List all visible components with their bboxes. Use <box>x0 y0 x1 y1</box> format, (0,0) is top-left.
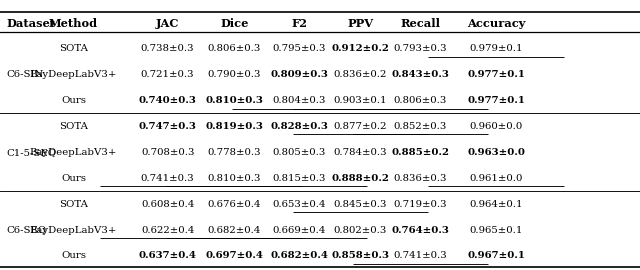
Text: PPV: PPV <box>348 18 373 29</box>
Text: 0.843±0.3: 0.843±0.3 <box>392 70 449 79</box>
Text: 0.740±0.3: 0.740±0.3 <box>139 96 196 105</box>
Text: 0.858±0.3: 0.858±0.3 <box>332 251 389 261</box>
Text: 0.888±0.2: 0.888±0.2 <box>332 174 389 183</box>
Text: 0.721±0.3: 0.721±0.3 <box>141 70 195 79</box>
Text: Ours: Ours <box>61 251 86 261</box>
Text: 0.903±0.1: 0.903±0.1 <box>333 96 387 105</box>
Text: 0.805±0.3: 0.805±0.3 <box>273 148 326 157</box>
Text: 0.741±0.3: 0.741±0.3 <box>141 174 195 183</box>
Text: 0.637±0.4: 0.637±0.4 <box>139 251 196 261</box>
Text: Accuracy: Accuracy <box>467 18 525 29</box>
Text: 0.697±0.4: 0.697±0.4 <box>205 251 263 261</box>
Text: 0.836±0.2: 0.836±0.2 <box>333 70 387 79</box>
Text: 0.790±0.3: 0.790±0.3 <box>207 70 261 79</box>
Text: 0.815±0.3: 0.815±0.3 <box>273 174 326 183</box>
Text: Dice: Dice <box>220 18 248 29</box>
Text: 0.653±0.4: 0.653±0.4 <box>273 200 326 209</box>
Text: 0.977±0.1: 0.977±0.1 <box>467 70 525 79</box>
Text: 0.682±0.4: 0.682±0.4 <box>207 225 261 235</box>
Text: BayDeepLabV3+: BayDeepLabV3+ <box>30 225 117 235</box>
Text: 0.961±0.0: 0.961±0.0 <box>469 174 523 183</box>
Text: C6-SIN: C6-SIN <box>6 70 44 79</box>
Text: 0.885±0.2: 0.885±0.2 <box>392 148 449 157</box>
Text: 0.802±0.3: 0.802±0.3 <box>333 225 387 235</box>
Text: C1-5-SEQ: C1-5-SEQ <box>6 148 56 157</box>
Text: 0.669±0.4: 0.669±0.4 <box>273 225 326 235</box>
Text: 0.608±0.4: 0.608±0.4 <box>141 200 195 209</box>
Text: F2: F2 <box>292 18 308 29</box>
Text: 0.852±0.3: 0.852±0.3 <box>394 122 447 131</box>
Text: 0.747±0.3: 0.747±0.3 <box>139 122 196 131</box>
Text: Method: Method <box>49 18 98 29</box>
Text: 0.965±0.1: 0.965±0.1 <box>469 225 523 235</box>
Text: 0.806±0.3: 0.806±0.3 <box>394 96 447 105</box>
Text: 0.836±0.3: 0.836±0.3 <box>394 174 447 183</box>
Text: 0.741±0.3: 0.741±0.3 <box>394 251 447 261</box>
Text: 0.682±0.4: 0.682±0.4 <box>271 251 328 261</box>
Text: Ours: Ours <box>61 96 86 105</box>
Text: 0.828±0.3: 0.828±0.3 <box>271 122 328 131</box>
Text: 0.979±0.1: 0.979±0.1 <box>469 44 523 53</box>
Text: 0.963±0.0: 0.963±0.0 <box>467 148 525 157</box>
Text: Dataset: Dataset <box>6 18 56 29</box>
Text: SOTA: SOTA <box>59 200 88 209</box>
Text: 0.809±0.3: 0.809±0.3 <box>271 70 328 79</box>
Text: 0.778±0.3: 0.778±0.3 <box>207 148 261 157</box>
Text: SOTA: SOTA <box>59 44 88 53</box>
Text: 0.806±0.3: 0.806±0.3 <box>207 44 261 53</box>
Text: SOTA: SOTA <box>59 122 88 131</box>
Text: 0.977±0.1: 0.977±0.1 <box>467 96 525 105</box>
Text: 0.708±0.3: 0.708±0.3 <box>141 148 195 157</box>
Text: 0.804±0.3: 0.804±0.3 <box>273 96 326 105</box>
Text: 0.912±0.2: 0.912±0.2 <box>332 44 389 53</box>
Text: 0.845±0.3: 0.845±0.3 <box>333 200 387 209</box>
Text: 0.622±0.4: 0.622±0.4 <box>141 225 195 235</box>
Text: JAC: JAC <box>156 18 179 29</box>
Text: Recall: Recall <box>401 18 440 29</box>
Text: C6-SEQ: C6-SEQ <box>6 225 47 235</box>
Text: 0.676±0.4: 0.676±0.4 <box>207 200 261 209</box>
Text: 0.719±0.3: 0.719±0.3 <box>394 200 447 209</box>
Text: 0.877±0.2: 0.877±0.2 <box>333 122 387 131</box>
Text: BayDeepLabV3+: BayDeepLabV3+ <box>30 70 117 79</box>
Text: 0.819±0.3: 0.819±0.3 <box>205 122 263 131</box>
Text: BayDeepLabV3+: BayDeepLabV3+ <box>30 148 117 157</box>
Text: 0.810±0.3: 0.810±0.3 <box>207 174 261 183</box>
Text: 0.967±0.1: 0.967±0.1 <box>467 251 525 261</box>
Text: 0.960±0.0: 0.960±0.0 <box>469 122 523 131</box>
Text: 0.738±0.3: 0.738±0.3 <box>141 44 195 53</box>
Text: 0.784±0.3: 0.784±0.3 <box>333 148 387 157</box>
Text: 0.810±0.3: 0.810±0.3 <box>205 96 263 105</box>
Text: Ours: Ours <box>61 174 86 183</box>
Text: 0.795±0.3: 0.795±0.3 <box>273 44 326 53</box>
Text: 0.764±0.3: 0.764±0.3 <box>392 225 449 235</box>
Text: 0.964±0.1: 0.964±0.1 <box>469 200 523 209</box>
Text: 0.793±0.3: 0.793±0.3 <box>394 44 447 53</box>
